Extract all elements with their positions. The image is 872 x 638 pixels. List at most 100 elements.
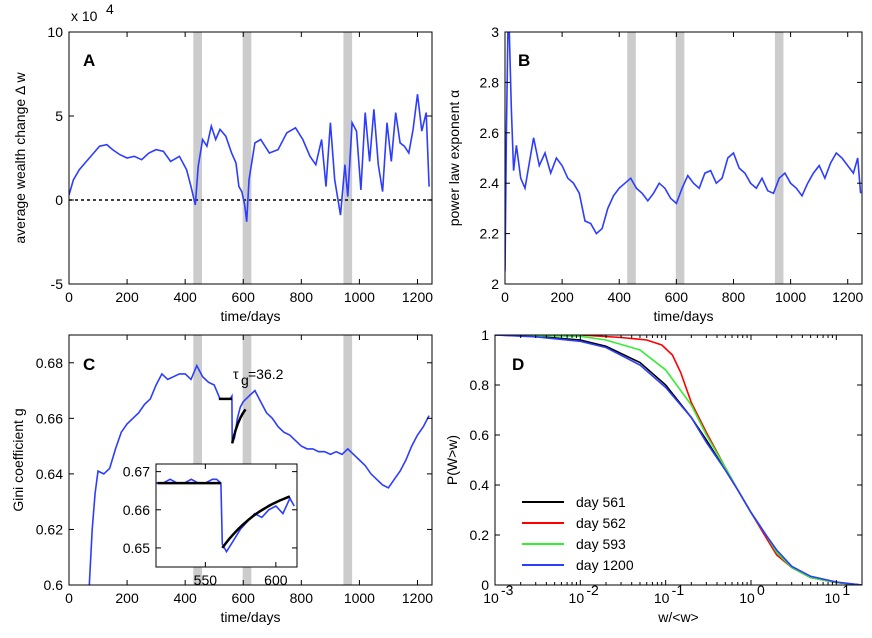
- y-tick-label: 0.6: [44, 577, 64, 593]
- shaded-interval: [627, 32, 636, 284]
- series-line: [505, 32, 862, 272]
- x-axis-label: w/<w>: [657, 609, 698, 625]
- tau-subscript: g: [241, 372, 249, 388]
- y-tick-label: 10: [47, 24, 63, 40]
- shaded-interval: [193, 32, 203, 284]
- y-tick-label: 2.2: [480, 226, 500, 242]
- y-tick-label: 0.4: [470, 477, 490, 493]
- x-tick-label: 0: [501, 289, 509, 305]
- legend-entry: day 562: [576, 515, 626, 531]
- x-axis-label: time/days: [221, 308, 281, 324]
- axis-exponent-label: x 10: [71, 8, 98, 24]
- x-tick-label: 0: [65, 590, 73, 606]
- y-tick-label: 0.2: [470, 527, 490, 543]
- series-line-day-561: [495, 335, 862, 585]
- x-tick-label: 600: [665, 289, 689, 305]
- x-tick-label: 200: [550, 289, 574, 305]
- inset-background: [156, 464, 297, 567]
- y-tick-label: 0: [481, 577, 489, 593]
- x-tick-label: 550: [194, 572, 218, 588]
- y-tick-label: 0.65: [123, 540, 150, 556]
- x-tick-label: 1200: [402, 289, 433, 305]
- x-tick-label: 1000: [775, 289, 806, 305]
- x-tick-label: 10: [483, 590, 499, 606]
- panel-a: 0 200 400 600 800 1000 1200-50510time/daysaver…: [12, 1, 433, 324]
- y-tick-label: 5: [55, 108, 63, 124]
- panel-label: D: [512, 355, 524, 374]
- x-tick-label: 0: [65, 289, 73, 305]
- panel-d: 10 -3 10 -2 10 -1 10 0 10 100.20.40.60.81w/<w>P(W…: [444, 327, 863, 625]
- shaded-interval: [193, 335, 203, 585]
- shaded-interval: [343, 335, 353, 585]
- x-tick-label: 1000: [344, 590, 375, 606]
- x-tick-label: 600: [232, 590, 256, 606]
- x-tick-label: 800: [290, 590, 314, 606]
- fit-curve: [230, 408, 247, 444]
- x-tick-label: 10: [654, 590, 670, 606]
- shaded-interval: [343, 32, 353, 284]
- x-tick-label: 200: [115, 289, 139, 305]
- y-tick-label: 0.67: [123, 464, 150, 480]
- y-tick-label: 0.64: [36, 466, 63, 482]
- x-tick-label: 10: [739, 590, 755, 606]
- x-tick-label: 800: [290, 289, 314, 305]
- axes-box: [68, 31, 433, 285]
- panel-b: 0 200 400 600 800 1000 1200 2 2.2 2.4 2.6 2.8 3 time/…: [446, 24, 864, 324]
- x-tick-label: 1200: [402, 590, 433, 606]
- y-tick-label: -5: [51, 276, 64, 292]
- x-tick-label: 1200: [832, 289, 863, 305]
- x-tick-label: 400: [608, 289, 632, 305]
- x-tick-exponent: 0: [757, 582, 765, 598]
- y-tick-label: 2.6: [480, 125, 500, 141]
- series-line: [88, 363, 430, 585]
- y-tick-label: 0: [55, 192, 63, 208]
- shaded-interval: [774, 32, 784, 284]
- legend-entry: day 593: [576, 536, 626, 552]
- panel-label: A: [83, 51, 95, 70]
- panel-label: C: [83, 355, 95, 374]
- x-tick-label: 600: [232, 289, 256, 305]
- axes-box: [155, 463, 298, 568]
- y-tick-label: 2.4: [480, 175, 500, 191]
- axes-box: [494, 334, 863, 586]
- tau-symbol: τ: [233, 366, 239, 382]
- y-tick-label: 2.8: [480, 74, 500, 90]
- x-tick-label: 400: [173, 289, 197, 305]
- y-tick-label: 0.62: [36, 521, 63, 537]
- x-tick-label: 10: [569, 590, 585, 606]
- series-line: [69, 94, 430, 222]
- y-tick-label: 3: [491, 24, 499, 40]
- shaded-interval: [675, 32, 685, 284]
- x-tick-label: 400: [173, 590, 197, 606]
- tau-value: =36.2: [248, 366, 284, 382]
- y-tick-label: 0.6: [470, 427, 490, 443]
- x-tick-label: 800: [722, 289, 746, 305]
- axes-box: [504, 31, 863, 285]
- shaded-interval: [242, 335, 252, 585]
- x-tick-label: 200: [115, 590, 139, 606]
- y-tick-label: 0.66: [36, 410, 63, 426]
- y-axis-label: average wealth change Δ w: [12, 71, 28, 243]
- panel-c-inset: 550 600 0.65 0.66 0.67: [123, 463, 298, 588]
- x-tick-exponent: -2: [586, 582, 599, 598]
- x-tick-exponent: -3: [501, 582, 514, 598]
- y-tick-label: 2: [491, 276, 499, 292]
- legend-entry: day 1200: [576, 557, 634, 573]
- series-line-day-593: [495, 335, 862, 585]
- legend-entry: day 561: [576, 494, 626, 510]
- axis-exponent-power: 4: [106, 1, 114, 17]
- y-axis-label: P(W>w): [444, 435, 460, 485]
- x-tick-exponent: -1: [672, 582, 685, 598]
- axes-box: [68, 334, 433, 586]
- panel-label: B: [518, 51, 530, 70]
- x-axis-label: time/days: [654, 308, 714, 324]
- x-axis-label: time/days: [221, 609, 281, 625]
- series-line-day-562: [495, 335, 862, 585]
- y-tick-label: 1: [481, 327, 489, 343]
- shaded-interval: [242, 32, 252, 284]
- fit-curve: [221, 495, 291, 549]
- series-line-day-1200: [495, 335, 862, 585]
- y-tick-label: 0.66: [123, 502, 150, 518]
- x-tick-exponent: 1: [842, 582, 850, 598]
